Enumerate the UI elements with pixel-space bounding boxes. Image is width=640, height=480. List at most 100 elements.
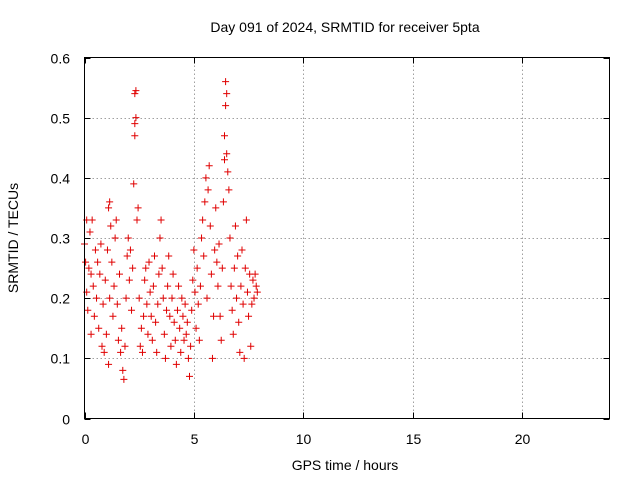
data-point	[88, 216, 96, 224]
data-point	[128, 306, 136, 314]
data-point	[186, 372, 193, 380]
data-point	[193, 264, 201, 272]
data-point	[145, 258, 153, 266]
data-point	[143, 300, 151, 308]
data-point	[148, 336, 156, 344]
data-point	[113, 300, 121, 308]
x-tick-label: 5	[191, 431, 199, 447]
data-point	[176, 324, 184, 332]
data-point	[105, 360, 113, 368]
grid-lines	[84, 57, 610, 419]
data-point	[114, 336, 122, 344]
x-tick-label: 10	[296, 431, 312, 447]
data-point	[251, 270, 259, 278]
data-point	[226, 234, 234, 242]
data-point	[124, 234, 132, 242]
data-point	[214, 282, 222, 290]
data-point	[105, 204, 113, 212]
data-point	[229, 330, 237, 338]
data-point	[215, 240, 223, 248]
data-point	[203, 294, 211, 302]
y-tick-label: 0.1	[51, 351, 71, 367]
data-point	[175, 282, 183, 290]
data-point	[235, 318, 243, 326]
data-point	[85, 264, 93, 272]
data-point	[149, 282, 157, 290]
data-point	[168, 294, 176, 302]
data-point	[250, 294, 258, 302]
data-point	[192, 324, 200, 332]
data-point	[101, 276, 109, 284]
data-point	[217, 336, 225, 344]
data-point	[201, 198, 209, 206]
x-tick-label: 0	[82, 431, 90, 447]
data-point	[171, 336, 179, 344]
data-point	[196, 282, 204, 290]
data-point	[243, 288, 251, 296]
data-point	[135, 294, 143, 302]
data-point	[238, 246, 246, 254]
data-point	[164, 282, 172, 290]
data-point	[252, 282, 260, 290]
data-point	[222, 78, 230, 86]
data-point	[99, 300, 107, 308]
data-point	[87, 270, 95, 278]
data-point	[249, 276, 257, 284]
data-point	[231, 222, 239, 230]
data-point	[218, 264, 226, 272]
data-point	[233, 294, 241, 302]
data-point	[137, 324, 145, 332]
data-point	[94, 258, 102, 266]
data-point	[95, 324, 103, 332]
y-tick-label: 0	[62, 412, 70, 428]
data-point	[131, 132, 139, 140]
data-point	[98, 342, 106, 350]
data-point	[221, 132, 228, 140]
data-point	[119, 366, 127, 374]
data-point	[189, 276, 197, 284]
data-point	[223, 150, 231, 158]
data-point	[172, 360, 180, 368]
data-point	[106, 294, 114, 302]
data-point	[144, 330, 152, 338]
data-point	[210, 312, 218, 320]
data-point	[157, 216, 165, 224]
data-point	[179, 312, 187, 320]
data-point	[132, 114, 140, 122]
data-point	[198, 234, 206, 242]
data-point	[216, 312, 224, 320]
data-point	[97, 240, 105, 248]
data-point	[182, 330, 190, 338]
data-point	[86, 228, 94, 236]
data-point	[154, 300, 162, 308]
data-point	[242, 216, 250, 224]
data-point	[195, 336, 203, 344]
data-point	[212, 204, 220, 212]
data-point	[152, 318, 160, 326]
data-point	[93, 294, 101, 302]
data-point	[158, 264, 166, 272]
data-point	[123, 252, 131, 260]
data-point	[109, 312, 117, 320]
data-point	[248, 300, 256, 308]
data-point	[191, 288, 199, 296]
data-point	[131, 120, 139, 128]
data-point	[184, 354, 192, 362]
data-point	[221, 156, 228, 164]
data-point	[177, 348, 185, 356]
data-point	[131, 90, 139, 98]
data-point	[211, 246, 219, 254]
data-point	[228, 306, 236, 314]
data-point	[224, 168, 232, 176]
data-point	[91, 246, 99, 254]
data-point	[90, 312, 98, 320]
data-point	[253, 288, 261, 296]
data-point	[161, 354, 169, 362]
data-point	[89, 282, 97, 290]
data-point	[163, 306, 171, 314]
data-point	[239, 300, 247, 308]
data-point	[223, 90, 231, 98]
data-point	[180, 336, 188, 344]
data-point	[240, 354, 248, 362]
